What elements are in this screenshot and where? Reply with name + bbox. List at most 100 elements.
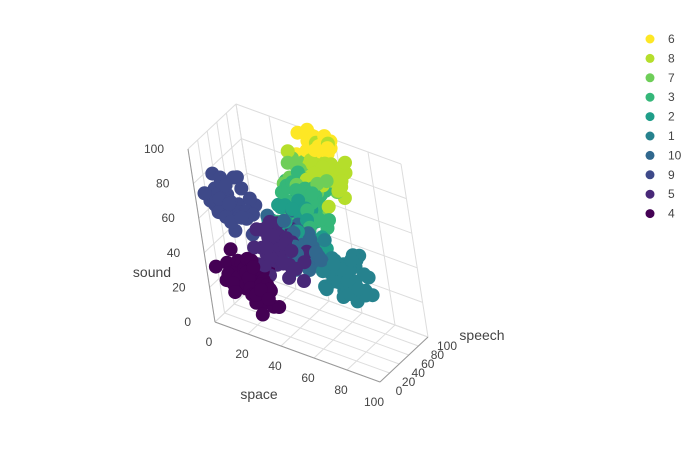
grid-line [253,285,419,347]
legend: 6 8 7 3 2 1 10 9 5 4 [645,32,682,221]
y-axis-line [379,336,429,383]
data-point-series-9[interactable] [234,181,249,196]
z-tick-label: 20 [172,280,186,294]
data-point-series-5[interactable] [265,228,280,243]
data-point-series-9[interactable] [234,210,249,225]
data-point-series-2[interactable] [285,202,300,216]
data-point-series-1[interactable] [351,281,366,296]
data-point-series-5[interactable] [297,255,312,270]
data-point-series-5[interactable] [259,241,274,255]
legend-marker [645,92,655,102]
data-point-series-1[interactable] [317,233,332,248]
grid-line [197,139,226,314]
x-axis-line [214,321,381,383]
z-tick-label: 60 [161,211,175,225]
legend-item-5[interactable]: 5 [645,187,676,201]
data-point-series-4[interactable] [246,260,261,275]
data-point-series-4[interactable] [228,285,243,300]
axis-lines [187,148,429,383]
legend-marker [645,209,655,219]
data-point-series-4[interactable] [241,270,256,285]
data-point-series-10[interactable] [314,253,329,268]
data-point-series-4[interactable] [220,255,234,270]
data-point-series-5[interactable] [297,274,311,288]
y-tick-label: 40 [412,366,426,380]
data-point-series-1[interactable] [315,264,330,279]
data-point-series-5[interactable] [284,244,299,258]
legend-marker [645,150,655,160]
y-tick-label: 60 [421,357,435,371]
legend-label: 3 [668,90,675,104]
data-point-series-8[interactable] [338,155,352,170]
data-point-series-9[interactable] [224,215,239,229]
data-point-series-7[interactable] [280,155,295,170]
grid-line [400,163,429,338]
data-point-series-5[interactable] [275,255,290,270]
legend-item-1[interactable]: 1 [645,129,676,143]
legend-item-3[interactable]: 3 [645,90,676,104]
y-axis-title: speech [459,327,504,343]
legend-item-6[interactable]: 6 [645,32,676,46]
data-point-series-4[interactable] [208,259,223,274]
data-point-series-9[interactable] [242,191,257,206]
legend-item-10[interactable]: 10 [645,148,682,162]
grid-line [367,151,396,326]
data-point-series-9[interactable] [218,178,233,193]
legend-label: 10 [668,148,682,162]
data-point-series-3[interactable] [305,186,320,201]
data-point-series-8[interactable] [321,199,336,214]
data-point-series-5[interactable] [249,222,264,237]
legend-item-9[interactable]: 9 [645,168,676,182]
data-point-series-6[interactable] [320,141,335,156]
legend-item-2[interactable]: 2 [645,110,676,124]
z-tick-label: 80 [156,177,170,191]
data-point-series-8[interactable] [334,174,349,189]
legend-label: 1 [668,129,675,143]
y-tick-label: 80 [431,348,445,362]
legend-marker [645,131,655,141]
legend-label: 5 [668,187,675,201]
data-point-series-8[interactable] [280,144,295,159]
y-tick-label: 0 [396,384,403,398]
data-points [197,122,380,322]
x-tick-label: 0 [206,335,213,349]
legend-item-8[interactable]: 8 [645,51,676,65]
legend-item-4[interactable]: 4 [645,207,676,221]
data-point-series-3[interactable] [312,213,327,227]
data-point-series-10[interactable] [303,232,318,247]
data-point-series-10[interactable] [276,213,291,228]
legend-label: 4 [668,207,675,221]
legend-label: 8 [668,51,675,65]
data-point-series-4[interactable] [223,242,238,257]
z-axis-line [187,148,216,323]
z-tick-label: 100 [144,142,164,156]
x-tick-label: 60 [301,371,315,385]
z-axis-title: sound [133,264,171,280]
data-point-series-4[interactable] [272,300,287,314]
y-tick-label: 20 [402,375,416,389]
legend-marker [645,189,655,199]
data-point-series-9[interactable] [222,196,236,211]
x-tick-label: 40 [268,359,282,373]
legend-label: 2 [668,110,675,124]
data-point-series-1[interactable] [344,253,359,267]
data-point-series-6[interactable] [308,143,322,158]
legend-marker [645,53,655,63]
data-point-series-5[interactable] [247,240,262,255]
data-point-series-4[interactable] [254,282,268,297]
data-point-series-4[interactable] [255,307,270,322]
data-point-series-9[interactable] [197,186,212,201]
data-point-series-4[interactable] [261,292,276,306]
data-point-series-9[interactable] [229,170,244,185]
data-point-series-5[interactable] [262,214,277,229]
data-point-series-1[interactable] [326,257,341,272]
grid-line [187,103,237,150]
legend-item-7[interactable]: 7 [645,71,676,85]
legend-label: 7 [668,71,675,85]
legend-label: 9 [668,168,675,182]
data-point-series-1[interactable] [319,282,334,297]
grid-line [224,312,390,374]
y-tick-label: 100 [437,339,457,353]
